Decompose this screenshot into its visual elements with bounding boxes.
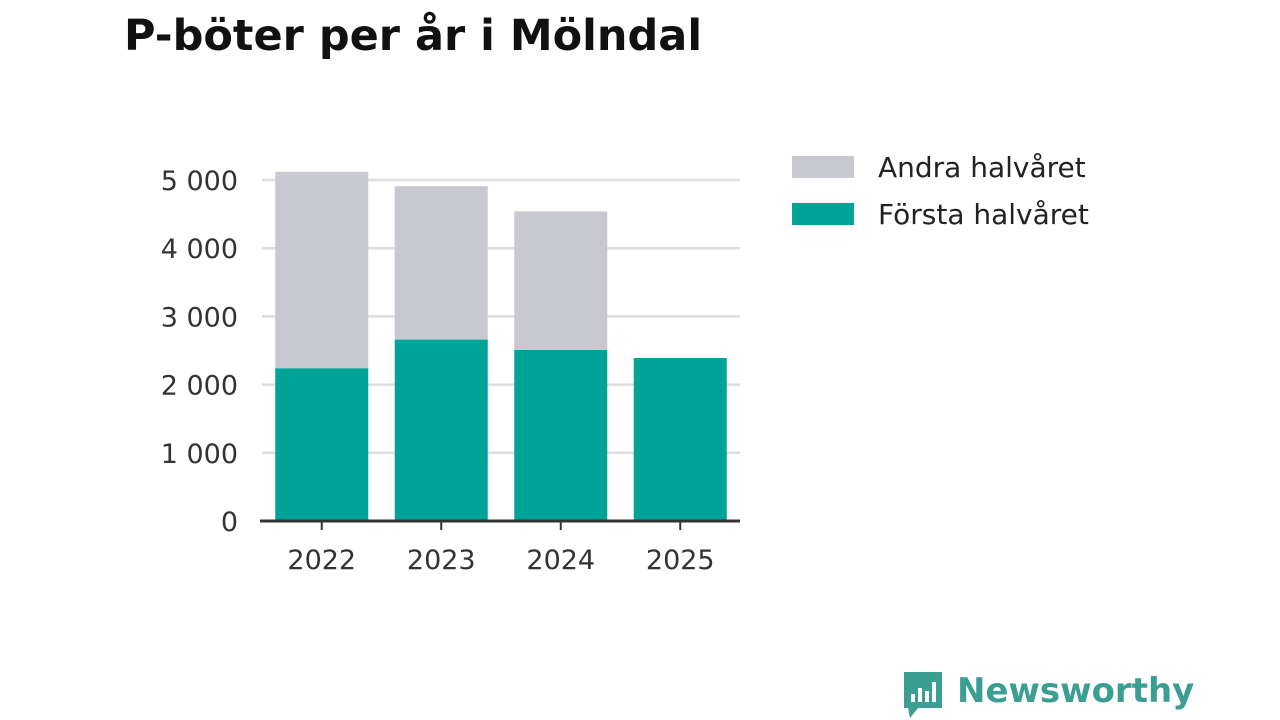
y-tick-label: 2 000 <box>161 371 238 402</box>
bar-andra-2023 <box>394 186 488 340</box>
y-tick-label: 4 000 <box>161 234 238 265</box>
bars <box>275 171 727 521</box>
bar-forsta-2022 <box>275 368 369 521</box>
bar-chart-speech-bubble-icon <box>904 672 942 718</box>
x-tick-label: 2024 <box>526 545 595 576</box>
axes: 0 1 000 2 000 3 000 4 000 5 000 2022 2023 2024 20… <box>161 166 740 576</box>
x-tick-label: 2023 <box>407 545 476 576</box>
brand-name: Newsworthy <box>957 671 1194 711</box>
legend: Andra halvåret Första halvåret <box>792 151 1089 231</box>
legend-swatch-forsta <box>792 203 854 225</box>
legend-label-forsta: Första halvåret <box>878 198 1089 231</box>
x-tick-label: 2022 <box>287 545 356 576</box>
chart-title: P-böter per år i Mölndal <box>124 11 702 61</box>
bar-forsta-2023 <box>394 339 488 521</box>
newsworthy-logo: Newsworthy <box>904 671 1194 718</box>
y-tick-label: 5 000 <box>161 166 238 197</box>
y-tick-label: 0 <box>221 507 238 538</box>
y-tick-label: 1 000 <box>161 439 238 470</box>
legend-swatch-andra <box>792 156 854 178</box>
y-tick-label: 3 000 <box>161 302 238 333</box>
bar-andra-2024 <box>514 211 608 350</box>
bar-andra-2022 <box>275 171 369 369</box>
bar-forsta-2025 <box>633 358 727 521</box>
x-tick-label: 2025 <box>646 545 715 576</box>
bar-forsta-2024 <box>514 349 608 521</box>
legend-label-andra: Andra halvåret <box>878 151 1086 184</box>
